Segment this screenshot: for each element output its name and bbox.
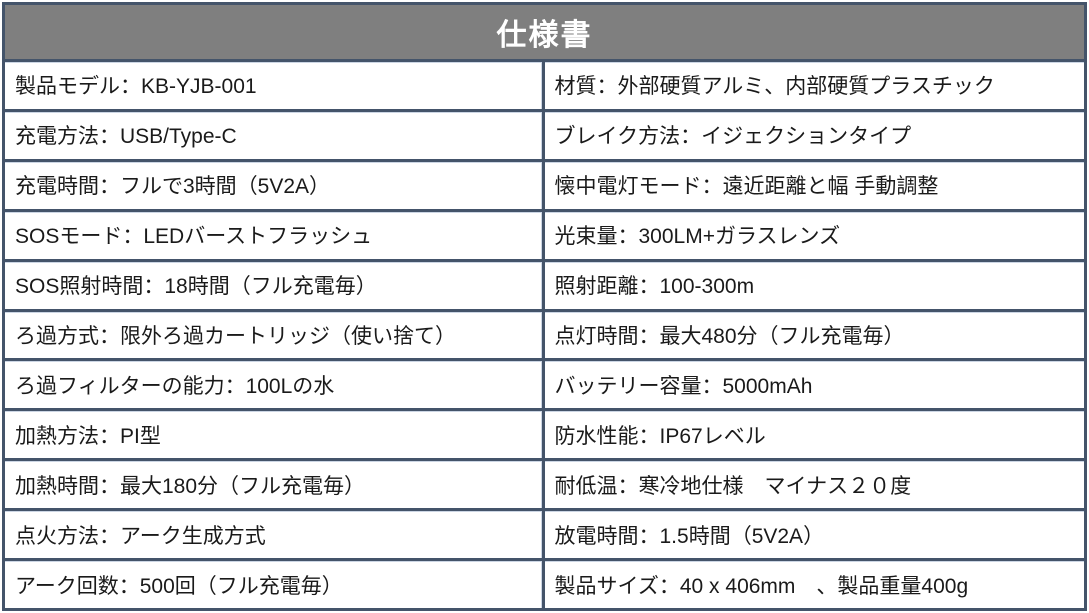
table-title-bar: 仕様書 — [5, 5, 1084, 59]
table-row: ろ過方式：限外ろ過カートリッジ（使い捨て） 点灯時間：最大480分（フル充電毎） — [5, 308, 1084, 359]
table-row: アーク回数：500回（フル充電毎） 製品サイズ：40 x 406mm 、製品重量… — [5, 558, 1084, 608]
table-row: 加熱時間：最大180分（フル充電毎） 耐低温：寒冷地仕様 マイナス２０度 — [5, 458, 1084, 509]
spec-cell-waterproof: 防水性能：IP67レベル — [554, 424, 766, 448]
spec-cell-battery: バッテリー容量：5000mAh — [554, 374, 813, 398]
spec-cell-filter-capacity: ろ過フィルターの能力：100Lの水 — [5, 361, 545, 409]
spec-cell-heating-method: 加熱方法：PI型 — [5, 411, 545, 459]
spec-cell-charge-time: 充電時間：フルで3時間（5V2A） — [5, 161, 545, 209]
spec-cell-discharge-time: 放電時間：1.5時間（5V2A） — [554, 524, 825, 548]
spec-cell-heating-time: 加熱時間：最大180分（フル充電毎） — [5, 461, 545, 509]
spec-cell-lighting-time: 点灯時間：最大480分（フル充電毎） — [554, 324, 905, 348]
spec-cell-product-size: 製品サイズ：40 x 406mm 、製品重量400g — [554, 574, 969, 598]
spec-cell-luminous-flux: 光束量：300LM+ガラスレンズ — [554, 225, 841, 249]
spec-cell-product-model: 製品モデル：KB-YJB-001 — [5, 62, 545, 109]
table-row: 加熱方法：PI型 防水性能：IP67レベル — [5, 408, 1084, 459]
spec-cell-flashlight-mode: 懐中電灯モード：遠近距離と幅 手動調整 — [554, 175, 939, 199]
spec-cell-charge-method: 充電方法：USB/Type-C — [5, 111, 545, 159]
spec-cell-filtration-method: ろ過方式：限外ろ過カートリッジ（使い捨て） — [5, 311, 545, 359]
table-row: 製品モデル：KB-YJB-001 材質：外部硬質アルミ、内部硬質プラスチック — [5, 59, 1084, 109]
spec-cell-break-method: ブレイク方法：イジェクションタイプ — [554, 125, 912, 149]
spec-cell-sos-duration: SOS照射時間：18時間（フル充電毎） — [5, 261, 545, 309]
table-row: 充電時間：フルで3時間（5V2A） 懐中電灯モード：遠近距離と幅 手動調整 — [5, 158, 1084, 209]
table-row: 点火方法：アーク生成方式 放電時間：1.5時間（5V2A） — [5, 508, 1084, 559]
table-row: 充電方法：USB/Type-C ブレイク方法：イジェクションタイプ — [5, 108, 1084, 159]
page-title: 仕様書 — [496, 19, 593, 52]
spec-cell-cold-resistance: 耐低温：寒冷地仕様 マイナス２０度 — [554, 474, 912, 498]
spec-cell-material: 材質：外部硬質アルミ、内部硬質プラスチック — [554, 75, 995, 99]
spec-cell-sos-mode: SOSモード：LEDバーストフラッシュ — [5, 211, 545, 259]
table-row: SOS照射時間：18時間（フル充電毎） 照射距離：100-300m — [5, 258, 1084, 309]
spec-cell-beam-distance: 照射距離：100-300m — [554, 275, 755, 299]
spec-cell-ignition-method: 点火方法：アーク生成方式 — [5, 511, 545, 559]
table-row: SOSモード：LEDバーストフラッシュ 光束量：300LM+ガラスレンズ — [5, 208, 1084, 259]
table-row: ろ過フィルターの能力：100Lの水 バッテリー容量：5000mAh — [5, 358, 1084, 409]
spec-cell-arc-count: アーク回数：500回（フル充電毎） — [5, 561, 545, 608]
